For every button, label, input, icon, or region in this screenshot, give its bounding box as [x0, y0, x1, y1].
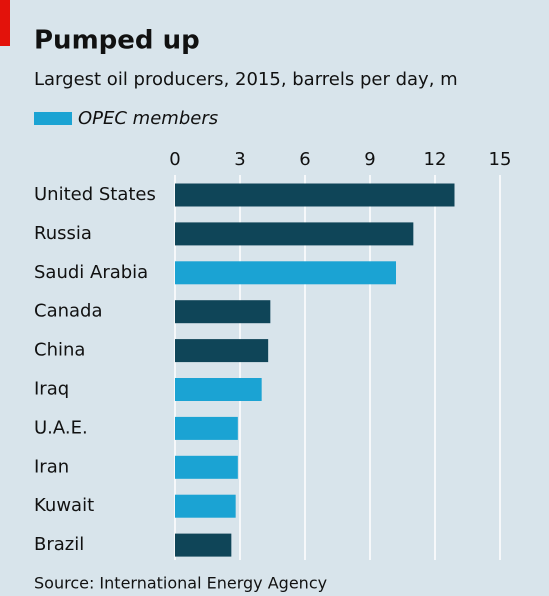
bar — [175, 339, 269, 363]
chart-subtitle: Largest oil producers, 2015, barrels per… — [34, 69, 458, 90]
y-tick-label: Kuwait — [34, 495, 94, 516]
x-tick-label: 15 — [489, 149, 512, 170]
bar — [175, 494, 236, 518]
y-tick-label: China — [34, 340, 85, 361]
source: Source: International Energy Agency — [34, 574, 327, 593]
bar — [175, 222, 414, 246]
bar — [175, 183, 455, 207]
x-tick-label: 3 — [234, 149, 245, 170]
x-tick-label: 9 — [364, 149, 375, 170]
bar — [175, 378, 262, 401]
chart-title: Pumped up — [34, 26, 200, 56]
x-tick-label: 0 — [169, 149, 180, 170]
bar — [175, 300, 271, 324]
y-tick-label: Russia — [34, 223, 92, 244]
bar — [175, 455, 238, 479]
bar — [175, 416, 238, 440]
x-tick-label: 12 — [424, 149, 447, 170]
bar — [175, 261, 396, 285]
y-tick-label: Brazil — [34, 534, 84, 555]
y-tick-label: United States — [34, 184, 156, 205]
red-marker — [0, 0, 10, 46]
y-tick-label: Iran — [34, 456, 69, 477]
y-tick-label: U.A.E. — [34, 417, 88, 438]
bar — [175, 533, 232, 557]
y-tick-label: Iraq — [34, 379, 69, 400]
legend-label: OPEC members — [78, 108, 218, 129]
legend-swatch — [34, 112, 72, 125]
y-tick-label: Saudi Arabia — [34, 262, 148, 283]
y-tick-label: Canada — [34, 301, 103, 322]
x-tick-label: 6 — [299, 149, 310, 170]
